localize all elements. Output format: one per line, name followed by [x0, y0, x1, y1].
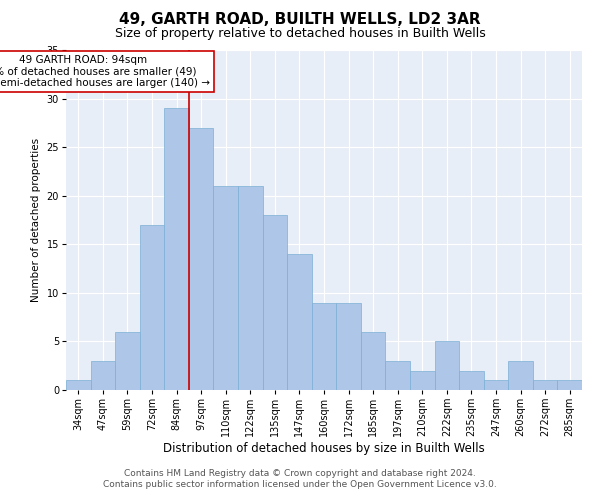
Bar — [164, 108, 189, 390]
Bar — [189, 128, 214, 390]
Text: Contains public sector information licensed under the Open Government Licence v3: Contains public sector information licen… — [103, 480, 497, 489]
X-axis label: Distribution of detached houses by size in Builth Wells: Distribution of detached houses by size … — [163, 442, 485, 455]
Text: 49, GARTH ROAD, BUILTH WELLS, LD2 3AR: 49, GARTH ROAD, BUILTH WELLS, LD2 3AR — [119, 12, 481, 28]
Bar — [312, 302, 336, 390]
Bar — [66, 380, 91, 390]
Bar — [459, 370, 484, 390]
Bar — [385, 361, 410, 390]
Bar — [533, 380, 557, 390]
Bar — [336, 302, 361, 390]
Bar — [263, 215, 287, 390]
Bar — [91, 361, 115, 390]
Text: Contains HM Land Registry data © Crown copyright and database right 2024.: Contains HM Land Registry data © Crown c… — [124, 468, 476, 477]
Bar — [238, 186, 263, 390]
Bar — [140, 225, 164, 390]
Bar — [434, 342, 459, 390]
Text: Size of property relative to detached houses in Builth Wells: Size of property relative to detached ho… — [115, 28, 485, 40]
Bar — [557, 380, 582, 390]
Bar — [115, 332, 140, 390]
Text: 49 GARTH ROAD: 94sqm
← 26% of detached houses are smaller (49)
74% of semi-detac: 49 GARTH ROAD: 94sqm ← 26% of detached h… — [0, 55, 210, 88]
Y-axis label: Number of detached properties: Number of detached properties — [31, 138, 41, 302]
Bar — [410, 370, 434, 390]
Bar — [484, 380, 508, 390]
Bar — [508, 361, 533, 390]
Bar — [214, 186, 238, 390]
Bar — [287, 254, 312, 390]
Bar — [361, 332, 385, 390]
